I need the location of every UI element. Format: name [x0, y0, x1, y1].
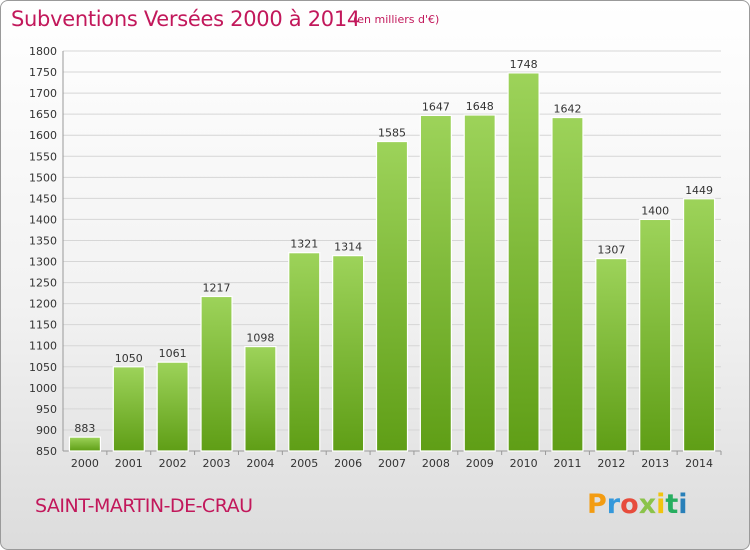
x-tick-label: 2001: [115, 457, 143, 470]
bar: [682, 198, 716, 452]
y-tick-label: 1450: [29, 192, 57, 205]
bar: [551, 116, 584, 452]
x-tick-label: 2007: [378, 457, 406, 470]
data-label: 1050: [115, 352, 143, 365]
y-tick-label: 1050: [29, 361, 57, 374]
data-label: 1748: [510, 58, 538, 71]
logo-letter: i: [656, 489, 666, 520]
y-tick-label: 1500: [29, 171, 57, 184]
data-label: 883: [74, 422, 95, 435]
unit-label: (en milliers d'€): [353, 13, 440, 26]
bar: [288, 252, 321, 452]
data-label: 1642: [553, 103, 581, 116]
y-tick-label: 1400: [29, 213, 57, 226]
bar: [200, 295, 233, 452]
bar: [375, 140, 409, 452]
y-tick-label: 1700: [29, 87, 57, 100]
bar: [463, 114, 496, 452]
data-label: 1217: [203, 281, 231, 294]
x-tick-label: 2004: [246, 457, 274, 470]
y-tick-label: 850: [36, 445, 57, 458]
bar: [68, 436, 102, 452]
x-tick-label: 2014: [685, 457, 713, 470]
y-tick-label: 1000: [29, 382, 57, 395]
y-tick-label: 1250: [29, 277, 57, 290]
bar: [332, 255, 365, 452]
y-tick-label: 1200: [29, 298, 57, 311]
x-tick-label: 2002: [159, 457, 187, 470]
logo-letter: t: [665, 489, 679, 520]
logo-letter: i: [678, 489, 688, 520]
y-tick-label: 900: [36, 424, 57, 437]
y-tick-label: 1300: [29, 256, 57, 269]
y-tick-label: 1100: [29, 340, 57, 353]
y-tick-label: 1800: [29, 45, 57, 58]
data-label: 1647: [422, 100, 450, 113]
bar: [244, 345, 277, 452]
bar: [419, 114, 452, 452]
y-tick-label: 1750: [29, 66, 57, 79]
x-tick-label: 2010: [510, 457, 538, 470]
data-label: 1400: [641, 204, 669, 217]
data-label: 1321: [290, 238, 318, 251]
data-label: 1449: [685, 184, 713, 197]
logo-letter: P: [587, 489, 607, 520]
logo-letter: r: [606, 489, 621, 520]
x-tick-label: 2009: [466, 457, 494, 470]
bar: [112, 366, 145, 452]
x-tick-label: 2008: [422, 457, 450, 470]
data-label: 1098: [246, 332, 274, 345]
x-tick-label: 2003: [203, 457, 231, 470]
chart-title: Subventions Versées 2000 à 2014: [11, 7, 360, 31]
x-tick-label: 2013: [641, 457, 669, 470]
data-label: 1307: [597, 244, 625, 257]
y-tick-label: 1150: [29, 319, 57, 332]
x-tick-label: 2000: [71, 457, 99, 470]
bar: [639, 218, 672, 452]
data-labels: 883 1050 1061 1217 1098 1321 1314 1585 1647 1648 1…: [74, 58, 713, 435]
x-tick-label: 2006: [334, 457, 362, 470]
axes: 850 900 950 1000 1050 1100 1150 1200 1250 1300 135…: [29, 45, 722, 470]
commune-name: SAINT-MARTIN-DE-CRAU: [35, 495, 253, 517]
data-label: 1314: [334, 241, 362, 254]
data-label: 1061: [159, 347, 187, 360]
y-tick-label: 1650: [29, 108, 57, 121]
y-tick-label: 1550: [29, 150, 57, 163]
logo-letter: x: [638, 489, 657, 520]
logo-letter: o: [620, 489, 639, 520]
bar: [156, 361, 189, 452]
bar: [507, 72, 540, 452]
bars: [68, 72, 716, 452]
data-label: 1585: [378, 127, 406, 140]
x-tick-label: 2012: [597, 457, 625, 470]
data-label: 1648: [466, 100, 494, 113]
y-tick-label: 1350: [29, 234, 57, 247]
proxiti-logo[interactable]: Proxiti: [587, 489, 688, 520]
x-tick-label: 2005: [290, 457, 318, 470]
x-tick-label: 2011: [553, 457, 581, 470]
y-tick-label: 1600: [29, 129, 57, 142]
bar: [595, 257, 628, 452]
y-tick-label: 950: [36, 403, 57, 416]
